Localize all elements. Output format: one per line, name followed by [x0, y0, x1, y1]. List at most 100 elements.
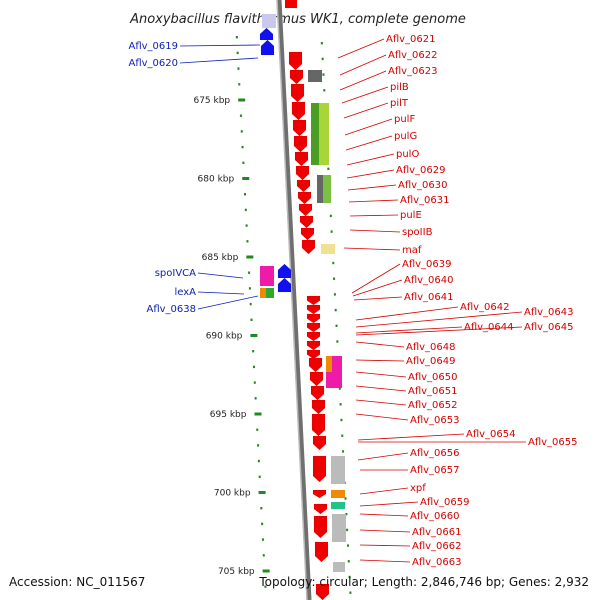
right-label-leader [355, 413, 409, 421]
gc-dot-left [261, 522, 264, 526]
right-label-leader [359, 501, 419, 507]
gene-lexA-orange [260, 288, 266, 298]
right-label-text: Aflv_0623 [388, 66, 438, 77]
gene-0656-grey [331, 456, 345, 484]
gene-0650-arrow [309, 371, 324, 387]
gc-dot-left [237, 67, 240, 70]
right-label: Aflv_0659 [359, 497, 470, 508]
gene-0656-arrow [312, 455, 327, 483]
right-label-text: Aflv_0639 [402, 259, 452, 270]
right-label: Aflv_0644 [355, 322, 514, 334]
scale-tick: 700 kbp [214, 489, 266, 499]
right-label-text: pulF [394, 114, 415, 125]
right-gene-labels: Aflv_0621 Aflv_0622 Aflv_0623 pilB pilT pulF p… [337, 34, 578, 568]
gc-dot-right [329, 214, 332, 218]
gc-dot-left [257, 444, 260, 447]
left-label-text: Aflv_0638 [146, 304, 196, 315]
gc-dot-left [240, 130, 243, 133]
gene-0622-arrow [289, 69, 304, 85]
gc-dot-left [248, 287, 251, 290]
gc-dot-left [241, 145, 244, 149]
gene-maf-arrow [301, 239, 316, 255]
gc-dot-right [341, 434, 344, 437]
gene-0661-grey [332, 514, 346, 542]
left-label-leader [179, 44, 261, 47]
right-label-leader [353, 296, 403, 301]
left-label: spoIVCA [155, 268, 244, 279]
gc-dot-right [330, 230, 333, 233]
right-label-leader [339, 70, 387, 91]
right-label-leader [357, 452, 409, 461]
genome-backbone [276, 0, 312, 600]
right-label-leader [339, 54, 387, 76]
gene-0663-grey [333, 562, 345, 572]
gene-0662-arrow [314, 541, 329, 563]
gc-dot-left [260, 507, 263, 510]
gc-dot-right [320, 42, 323, 45]
scale-tick-mark [254, 412, 262, 416]
backbone-highlight [276, 0, 308, 600]
gc-dot-right [340, 418, 343, 422]
scale-tick: 680 kbp [198, 175, 250, 185]
right-label-leader [355, 326, 463, 334]
right-label: Aflv_0622 [339, 50, 438, 76]
right-label: pulF [344, 114, 415, 136]
right-label-leader [355, 326, 523, 336]
left-label-text: lexA [174, 287, 196, 298]
right-label-text: Aflv_0629 [396, 165, 446, 176]
gene-small-arrow [306, 304, 321, 315]
left-label: lexA [174, 287, 245, 298]
scale-tick: 695 kbp [210, 410, 262, 420]
right-label: Aflv_0630 [347, 180, 448, 191]
right-label: Aflv_0645 [355, 322, 574, 336]
right-label: Aflv_0651 [355, 385, 458, 397]
right-label-leader [347, 184, 397, 191]
right-label-leader [355, 311, 523, 328]
right-label: Aflv_0643 [355, 307, 574, 328]
gc-dot-right [332, 261, 335, 265]
right-label-text: pulO [396, 149, 419, 160]
right-label-leader [355, 385, 407, 392]
gene-bottom-arrow [315, 583, 330, 600]
gene-small-arrow [306, 295, 321, 306]
gc-dot-right [335, 324, 338, 327]
gene-0620-arrow [260, 39, 275, 56]
right-label-leader [337, 38, 385, 59]
gc-dot-right [339, 403, 342, 406]
gc-dot-left [244, 208, 247, 212]
right-label: Aflv_0655 [358, 437, 578, 448]
gene-0654-arrow [312, 435, 327, 451]
right-label: Aflv_0642 [355, 302, 510, 321]
left-label-text: Aflv_0619 [128, 41, 178, 52]
right-label-text: Aflv_0640 [404, 275, 454, 286]
right-label-leader [349, 229, 401, 233]
gene-features [259, 0, 346, 600]
gc-dot-left [258, 475, 261, 478]
left-label-leader [179, 57, 259, 64]
right-label-leader [359, 513, 409, 517]
right-label-leader [355, 359, 405, 362]
right-label-text: pilB [390, 82, 409, 93]
right-label-text: Aflv_0630 [398, 180, 448, 191]
gc-dot-right [344, 497, 347, 500]
right-label: Aflv_0660 [359, 511, 460, 522]
gc-dot-left [252, 350, 255, 353]
right-label-text: Aflv_0659 [420, 497, 470, 508]
right-label: Aflv_0641 [353, 292, 454, 303]
gene-0619-arrow [259, 27, 274, 41]
gene-0631-arrow [298, 203, 313, 217]
right-label: Aflv_0621 [337, 34, 436, 59]
left-label-text: spoIVCA [155, 268, 196, 279]
gc-dot-right [334, 308, 337, 312]
right-label-leader [343, 102, 389, 119]
gene-0623-arrow [290, 83, 305, 103]
gene-0629-grey [317, 175, 323, 203]
right-label-text: Aflv_0645 [524, 322, 574, 333]
gene-maf-shade [321, 244, 335, 254]
gene-pulO-arrow [295, 165, 310, 181]
gc-dot-left [243, 193, 246, 196]
gene-lexA-arrow [277, 277, 292, 293]
right-label-text: Aflv_0642 [460, 302, 510, 313]
scale-tick: 705 kbp [218, 567, 270, 577]
right-label-text: pulG [394, 131, 417, 142]
